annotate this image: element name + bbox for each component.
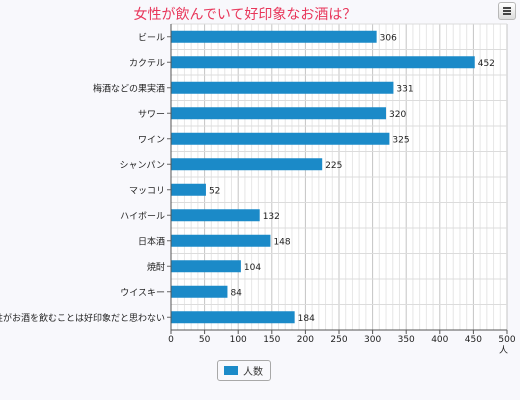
bar bbox=[171, 132, 390, 145]
y-tick-label: カクテル bbox=[129, 58, 165, 69]
x-tick-label: 0 bbox=[168, 335, 174, 345]
y-tick-label: ビール bbox=[138, 32, 165, 43]
bar bbox=[171, 158, 323, 171]
y-tick-label: 日本酒 bbox=[138, 235, 165, 247]
legend-label: 人数 bbox=[243, 367, 263, 378]
y-tick-label: シャンパン bbox=[120, 160, 165, 171]
x-tick-label: 500 bbox=[498, 335, 515, 345]
x-tick-label: 150 bbox=[263, 335, 280, 345]
y-tick-label: 女性がお酒を飲むことは好印象だと思わない bbox=[0, 312, 165, 324]
data-label: 331 bbox=[396, 84, 413, 94]
x-tick-label: 50 bbox=[199, 335, 211, 345]
y-tick-label: マッコリ bbox=[129, 186, 165, 196]
y-tick-label: ハイボール bbox=[120, 211, 165, 222]
bar bbox=[171, 107, 387, 120]
y-tick-label: 焼酎 bbox=[147, 261, 165, 273]
y-tick-label: ワイン bbox=[138, 135, 165, 145]
data-label: 225 bbox=[325, 161, 342, 171]
y-tick-label: サワー bbox=[138, 109, 165, 120]
data-label: 104 bbox=[244, 263, 261, 273]
chart-title: 女性が飲んでいて好印象なお酒は？ bbox=[133, 7, 357, 23]
data-label: 52 bbox=[209, 186, 220, 196]
x-tick-label: 400 bbox=[431, 335, 448, 345]
bar bbox=[171, 30, 377, 43]
data-label: 452 bbox=[478, 59, 495, 69]
bar bbox=[171, 183, 206, 196]
data-label: 306 bbox=[380, 33, 397, 43]
legend-swatch bbox=[224, 366, 238, 375]
bar bbox=[171, 209, 260, 222]
bar bbox=[171, 56, 475, 69]
data-label: 84 bbox=[230, 288, 242, 298]
chart-menu-button[interactable] bbox=[498, 2, 516, 20]
x-axis-unit: 人 bbox=[499, 346, 509, 356]
data-label: 325 bbox=[392, 135, 409, 145]
data-label: 184 bbox=[298, 314, 315, 324]
bar bbox=[171, 234, 271, 247]
x-tick-label: 350 bbox=[398, 335, 415, 345]
x-tick-label: 200 bbox=[297, 335, 314, 345]
data-label: 148 bbox=[273, 237, 290, 247]
data-label: 132 bbox=[263, 212, 280, 222]
menu-icon bbox=[503, 7, 511, 15]
x-tick-label: 300 bbox=[364, 335, 381, 345]
y-tick-label: ウイスキー bbox=[120, 287, 165, 298]
y-tick-label: 梅酒などの果実酒 bbox=[93, 82, 165, 94]
data-label: 320 bbox=[389, 110, 406, 120]
x-tick-label: 100 bbox=[230, 335, 247, 345]
x-tick-label: 250 bbox=[330, 335, 347, 345]
bar bbox=[171, 285, 228, 298]
bar bbox=[171, 260, 241, 273]
bar bbox=[171, 81, 394, 94]
bar bbox=[171, 311, 295, 324]
legend[interactable]: 人数 bbox=[217, 360, 271, 381]
x-tick-label: 450 bbox=[465, 335, 482, 345]
